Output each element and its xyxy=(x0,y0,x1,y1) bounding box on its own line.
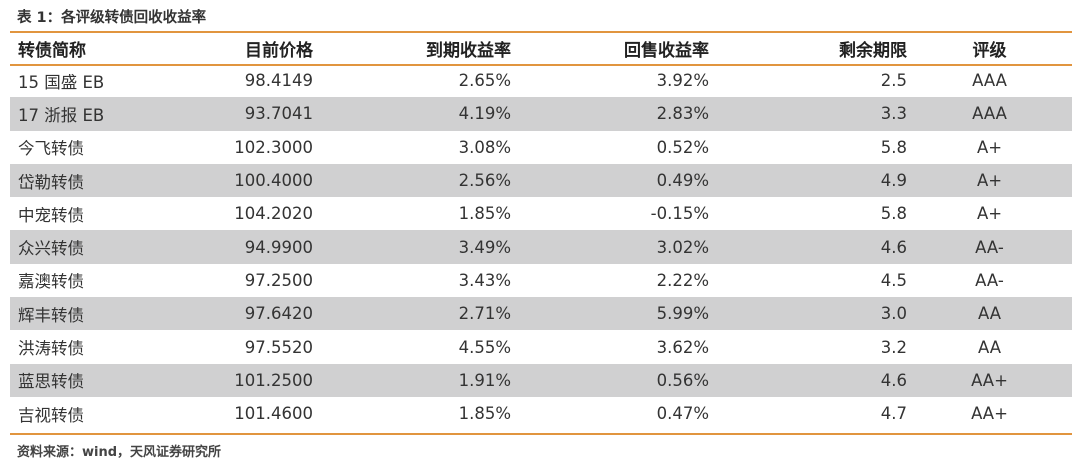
header-rating: 评级 xyxy=(972,41,1007,61)
cell-remaining-term: 3.2 xyxy=(880,337,907,357)
cell-price: 100.4000 xyxy=(140,163,313,198)
top-rule xyxy=(10,31,1072,33)
cell-name: 17 浙报 EB xyxy=(10,97,140,131)
header-remaining-term: 剩余期限 xyxy=(839,41,907,61)
table-row: 今飞转债 102.3000 3.08% 0.52% 5.8 A+ xyxy=(10,131,1072,164)
table-row: 15 国盛 EB 98.4149 2.65% 3.92% 2.5 AAA xyxy=(10,64,1072,97)
cell-name: 嘉澳转债 xyxy=(18,272,84,292)
cell-name: 众兴转债 xyxy=(10,230,140,264)
cell-put-yield: 2.83% xyxy=(511,97,709,131)
cell-name: 辉丰转债 xyxy=(10,297,140,331)
header-rule xyxy=(10,64,1072,66)
cell-price: 94.9900 xyxy=(140,230,313,264)
cell-name: 岱勒转债 xyxy=(10,163,140,198)
header-price: 目前价格 xyxy=(245,41,313,61)
cell-ytm: 2.65% xyxy=(458,71,511,91)
cell-name: 吉视转债 xyxy=(18,405,84,425)
cell-rating: AAA xyxy=(972,71,1007,91)
cell-name: 洪涛转债 xyxy=(18,339,84,359)
cell-name: 15 国盛 EB xyxy=(18,72,105,92)
cell-ytm: 3.43% xyxy=(458,270,511,290)
cell-ytm: 3.08% xyxy=(458,137,511,157)
cell-put-yield: 3.62% xyxy=(656,337,709,357)
bottom-rule xyxy=(10,433,1072,435)
cell-price: 98.4149 xyxy=(244,71,313,91)
cell-put-yield: 0.52% xyxy=(656,137,709,157)
cell-price: 97.6420 xyxy=(140,297,313,331)
cell-price: 101.4600 xyxy=(234,404,313,424)
table-row: 吉视转债 101.4600 1.85% 0.47% 4.7 AA+ xyxy=(10,397,1072,430)
cell-remaining-term: 4.6 xyxy=(709,230,907,264)
cell-ytm: 2.56% xyxy=(313,163,511,198)
cell-remaining-term: 4.9 xyxy=(709,163,907,198)
table-body: 15 国盛 EB 98.4149 2.65% 3.92% 2.5 AAA 17 … xyxy=(10,64,1072,430)
cell-rating: AA xyxy=(907,297,1072,331)
cell-ytm: 2.71% xyxy=(313,297,511,331)
cell-remaining-term: 2.5 xyxy=(880,71,907,91)
table-header-row: 转债简称 目前价格 到期收益率 回售收益率 剩余期限 评级 xyxy=(10,33,1072,64)
cell-ytm: 1.85% xyxy=(458,204,511,224)
table-row: 岱勒转债 100.4000 2.56% 0.49% 4.9 A+ xyxy=(10,163,1072,198)
cell-rating: AA- xyxy=(907,230,1072,264)
table-row: 嘉澳转债 97.2500 3.43% 2.22% 4.5 AA- xyxy=(10,264,1072,297)
cell-put-yield: 0.49% xyxy=(511,163,709,198)
cell-ytm: 4.55% xyxy=(458,337,511,357)
cell-rating: AA+ xyxy=(907,363,1072,397)
cell-name: 今飞转债 xyxy=(18,139,84,159)
cell-rating: A+ xyxy=(976,137,1003,157)
source-note: 资料来源：wind，天风证券研究所 xyxy=(17,445,222,460)
cell-price: 101.2500 xyxy=(140,363,313,397)
cell-put-yield: 2.22% xyxy=(656,270,709,290)
cell-rating: AAA xyxy=(907,97,1072,131)
cell-rating: AA- xyxy=(975,270,1004,290)
table-row: 中宠转债 104.2020 1.85% -0.15% 5.8 A+ xyxy=(10,197,1072,230)
cell-put-yield: 0.56% xyxy=(511,363,709,397)
cell-price: 97.5520 xyxy=(244,337,313,357)
table-row: 蓝思转债 101.2500 1.91% 0.56% 4.6 AA+ xyxy=(10,363,1072,397)
cell-put-yield: -0.15% xyxy=(650,204,709,224)
table-row: 洪涛转债 97.5520 4.55% 3.62% 3.2 AA xyxy=(10,330,1072,363)
cell-remaining-term: 4.7 xyxy=(880,404,907,424)
cell-name: 蓝思转债 xyxy=(10,363,140,397)
header-name: 转债简称 xyxy=(18,41,86,61)
cell-remaining-term: 3.3 xyxy=(709,97,907,131)
cell-remaining-term: 3.0 xyxy=(709,297,907,331)
cell-ytm: 4.19% xyxy=(313,97,511,131)
cell-remaining-term: 4.5 xyxy=(880,270,907,290)
cell-price: 102.3000 xyxy=(234,137,313,157)
cell-price: 97.2500 xyxy=(244,270,313,290)
cell-put-yield: 3.92% xyxy=(656,71,709,91)
cell-put-yield: 3.02% xyxy=(511,230,709,264)
table-row: 17 浙报 EB 93.7041 4.19% 2.83% 3.3 AAA xyxy=(10,97,1072,131)
cell-ytm: 3.49% xyxy=(313,230,511,264)
cell-rating: A+ xyxy=(976,204,1003,224)
cell-remaining-term: 4.6 xyxy=(709,363,907,397)
cell-price: 93.7041 xyxy=(140,97,313,131)
cell-put-yield: 5.99% xyxy=(511,297,709,331)
header-put-yield: 回售收益率 xyxy=(624,41,709,61)
cell-remaining-term: 5.8 xyxy=(880,204,907,224)
table-title: 表 1：各评级转债回收收益率 xyxy=(17,10,207,26)
cell-remaining-term: 5.8 xyxy=(880,137,907,157)
cell-rating: A+ xyxy=(907,163,1072,198)
cell-ytm: 1.85% xyxy=(458,404,511,424)
table-row: 辉丰转债 97.6420 2.71% 5.99% 3.0 AA xyxy=(10,297,1072,331)
cell-name: 中宠转债 xyxy=(18,205,84,225)
header-ytm: 到期收益率 xyxy=(426,41,511,61)
cell-put-yield: 0.47% xyxy=(656,404,709,424)
cell-rating: AA xyxy=(977,337,1002,357)
cell-price: 104.2020 xyxy=(234,204,313,224)
bond-yield-table: 转债简称 目前价格 到期收益率 回售收益率 剩余期限 评级 15 国盛 EB 9… xyxy=(10,33,1072,430)
table-row: 众兴转债 94.9900 3.49% 3.02% 4.6 AA- xyxy=(10,230,1072,264)
cell-rating: AA+ xyxy=(971,404,1008,424)
cell-ytm: 1.91% xyxy=(313,363,511,397)
